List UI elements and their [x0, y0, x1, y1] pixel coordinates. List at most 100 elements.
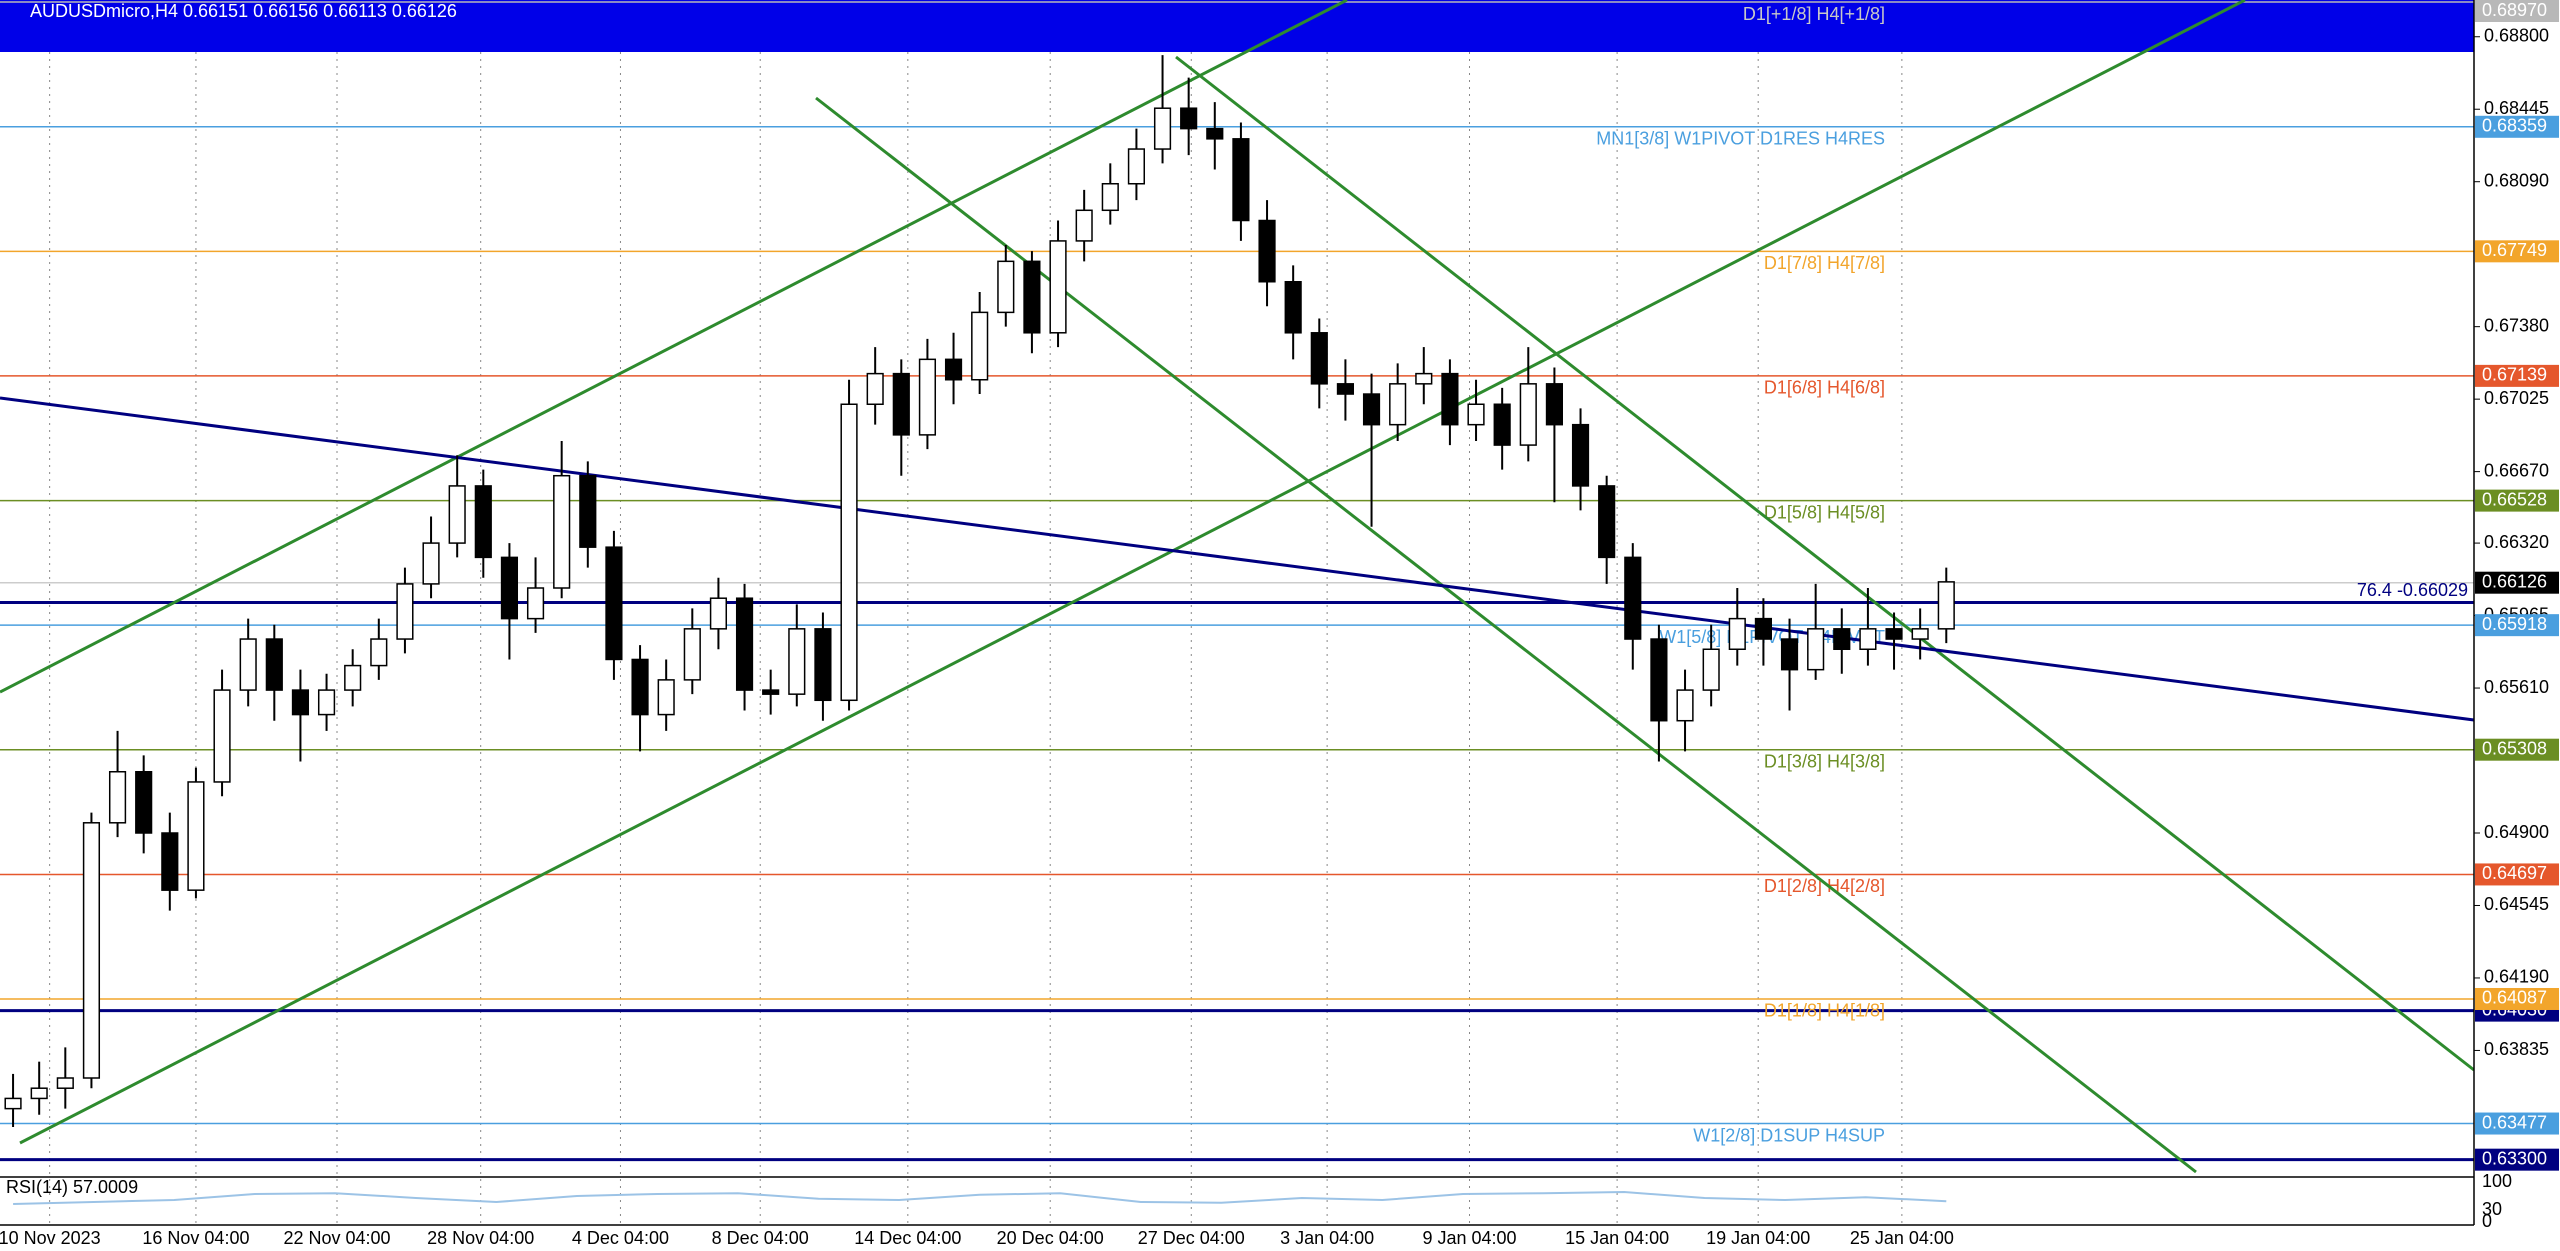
y-tick-label: 0.66320: [2484, 532, 2549, 552]
candle-body: [344, 664, 362, 691]
candle-body: [762, 689, 780, 695]
level-text: D1[1/8] H4[1/8]: [1764, 1001, 1885, 1021]
candle-body: [135, 771, 153, 834]
price-box-label: 0.67139: [2482, 365, 2547, 385]
y-tick-label: 0.63835: [2484, 1039, 2549, 1059]
price-box-label: 0.63477: [2482, 1112, 2547, 1132]
candle-body: [1362, 393, 1381, 426]
candle-body: [944, 358, 963, 381]
candle-body: [683, 628, 701, 681]
candle-body: [735, 597, 754, 691]
candle-body: [1624, 556, 1642, 640]
price-box: [2475, 987, 2559, 1010]
candle-body: [1336, 383, 1355, 395]
price-box: [2475, 1148, 2559, 1171]
rsi-panel: [13, 1190, 1947, 1205]
x-tick-label: 16 Nov 04:00: [142, 1228, 249, 1248]
candle-body: [56, 1077, 74, 1089]
y-tick-label: 0.68090: [2484, 170, 2549, 190]
candle-body: [1780, 638, 1799, 671]
candle-body: [1232, 138, 1250, 222]
candle-body: [1885, 628, 1903, 640]
candle-body: [1101, 183, 1119, 212]
candle-body: [1310, 332, 1328, 385]
candle-body: [448, 485, 466, 544]
candle-body: [605, 546, 623, 661]
y-tick-label: 0.65610: [2484, 677, 2549, 697]
y-tick-label: 0.67380: [2484, 315, 2549, 335]
price-box-label: 0.65308: [2482, 738, 2547, 758]
candle-body: [474, 485, 492, 559]
candle-body: [1258, 219, 1276, 283]
candle-body: [1441, 372, 1459, 426]
candle-body: [1571, 423, 1590, 487]
candle-body: [82, 822, 101, 1079]
candle-body: [1650, 638, 1668, 722]
x-tick-label: 10 Nov 2023: [0, 1228, 101, 1248]
x-tick-label: 14 Dec 04:00: [854, 1228, 961, 1248]
price-box: [2475, 240, 2559, 263]
candle-body: [1180, 107, 1198, 130]
rsi-label: RSI(14) 57.0009: [6, 1177, 138, 1197]
candle-body: [814, 628, 832, 702]
candle-body: [1598, 485, 1616, 559]
level-text: D1[2/8] H4[2/8]: [1764, 876, 1885, 896]
header-band: [0, 0, 2474, 52]
candle-body: [1284, 281, 1302, 334]
grid: [49, 52, 1903, 1225]
candle-body: [1807, 628, 1825, 671]
price-box-label: 0.67749: [2482, 240, 2547, 260]
y-tick-label: 0.64900: [2484, 822, 2549, 842]
price-box: [2475, 863, 2559, 886]
candle-body: [553, 474, 571, 589]
candle-body: [1859, 628, 1877, 650]
candle-body: [1493, 403, 1511, 446]
y-tick-label: 0.64545: [2484, 894, 2549, 914]
candle-body: [1702, 648, 1720, 691]
x-tick-label: 25 Jan 04:00: [1850, 1228, 1954, 1248]
candle-body: [1911, 628, 1929, 640]
candle-body: [500, 556, 519, 620]
candle-body: [866, 372, 884, 405]
candle-body: [1519, 383, 1537, 446]
candle-body: [657, 679, 675, 716]
candle-body: [291, 689, 310, 716]
trend-line: [815, 96, 2197, 1174]
candle-body: [1075, 209, 1093, 242]
price-box-label: 0.64087: [2482, 988, 2547, 1008]
candle-body: [709, 597, 728, 630]
candle-body: [1676, 689, 1694, 722]
y-tick-label: 0.68445: [2484, 98, 2549, 118]
candle-body: [161, 832, 179, 891]
level-text: 76.4 -0.66029: [2357, 580, 2468, 600]
candle-body: [370, 638, 388, 667]
x-tick-label: 4 Dec 04:00: [572, 1228, 669, 1248]
rsi-tick-label: 30: [2482, 1199, 2502, 1219]
x-tick-label: 22 Nov 04:00: [283, 1228, 390, 1248]
candle-body: [239, 638, 257, 691]
x-tick-label: 15 Jan 04:00: [1565, 1228, 1669, 1248]
trend-line: [1175, 55, 2475, 1072]
candle-body: [1023, 260, 1041, 334]
price-box-label: 0.66126: [2482, 571, 2547, 591]
candle-body: [579, 474, 597, 548]
candle-body: [1833, 628, 1851, 650]
candle-body: [396, 583, 414, 640]
candle-body: [631, 658, 649, 716]
x-tick-label: 28 Nov 04:00: [427, 1228, 534, 1248]
candle-body: [918, 358, 937, 436]
x-tick-label: 8 Dec 04:00: [712, 1228, 809, 1248]
trend-line: [0, 0, 1348, 694]
y-tick-label: 0.68800: [2484, 26, 2549, 46]
candle-body: [1415, 372, 1433, 385]
candle-body: [30, 1087, 48, 1100]
candle-body: [4, 1097, 22, 1110]
candle-body: [108, 771, 127, 824]
candle-body: [1545, 383, 1564, 426]
y-tick-label: 0.66670: [2484, 460, 2549, 480]
y-tick-label: 0.64190: [2484, 967, 2549, 987]
rsi-tick-label: 0: [2482, 1211, 2492, 1231]
candle-body: [1754, 617, 1772, 640]
candles: [4, 55, 1955, 1127]
